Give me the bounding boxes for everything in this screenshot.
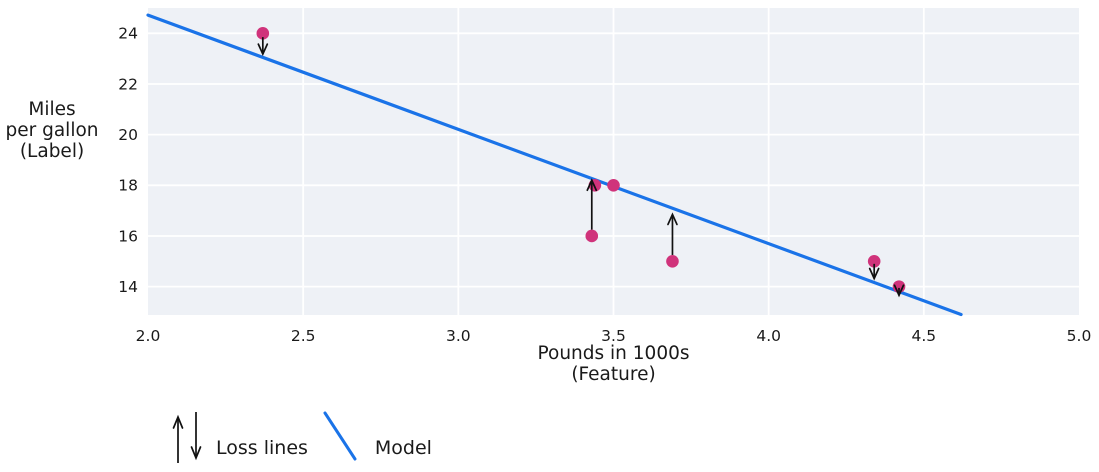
x-tick-label: 2.5: [291, 327, 316, 345]
y-tick-label: 22: [118, 75, 138, 93]
legend-label-model: Model: [374, 437, 432, 459]
data-point: [666, 255, 679, 268]
x-tick-label: 4.5: [912, 327, 937, 345]
chart-legend: Loss lines Model: [169, 406, 432, 464]
up-down-arrows-icon: [172, 412, 202, 463]
x-tick-label: 3.0: [446, 327, 471, 345]
loss-arrow-head: [893, 284, 905, 298]
y-tick-label: 20: [118, 126, 138, 144]
data-point: [607, 179, 620, 192]
loss-arrow-head: [257, 43, 269, 57]
loss-arrow-head: [586, 178, 598, 192]
x-tick-label: 4.0: [756, 327, 781, 345]
loss-arrow-head: [667, 212, 678, 226]
y-tick-label: 16: [118, 227, 138, 245]
data-point: [585, 229, 599, 243]
y-tick-label: 14: [118, 278, 138, 296]
loss-arrow-head: [868, 267, 880, 281]
data-point: [256, 27, 270, 40]
model-line: [146, 13, 963, 317]
x-tick-label: 2.0: [136, 327, 161, 345]
y-tick-label: 18: [118, 177, 138, 195]
x-axis-title: Pounds in 1000s (Feature): [537, 343, 690, 385]
y-axis-title: Miles per gallon (Label): [5, 99, 99, 162]
y-tick-label: 24: [118, 25, 138, 43]
blue-line-icon: [323, 411, 357, 461]
legend-label-loss-lines: Loss lines: [216, 437, 308, 459]
x-tick-label: 3.5: [601, 327, 626, 345]
data-point: [867, 255, 881, 268]
x-tick-label: 5.0: [1067, 327, 1092, 345]
